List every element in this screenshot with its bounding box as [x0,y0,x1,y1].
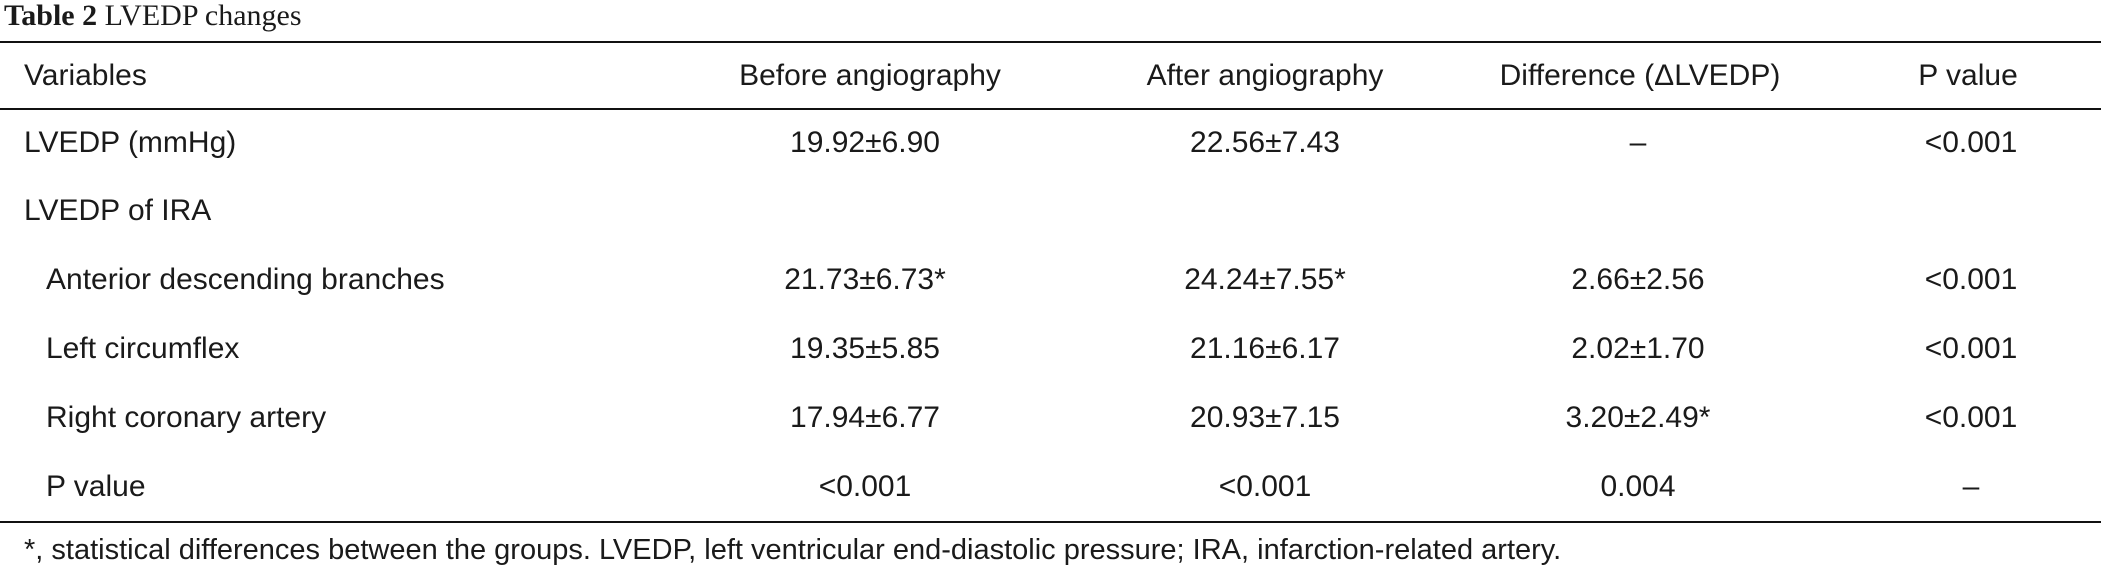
before-value: 21.73±6.73* [784,262,946,296]
table-caption: Table 2 LVEDP changes [4,0,302,36]
table-number: Table 2 [4,0,98,32]
row-label: P value [46,469,146,503]
table-row: Anterior descending branches 21.73±6.73*… [0,245,2101,314]
before-value [655,176,1085,245]
p-value: <0.001 [1924,262,2018,296]
difference-value: 3.20±2.49* [1565,400,1711,434]
top-rule [0,41,2101,43]
row-label: LVEDP of IRA [24,193,212,227]
after-value: <0.001 [1218,469,1312,503]
header-rule [0,108,2101,110]
before-value: 19.92±6.90 [790,125,940,159]
before-value: 19.35±5.85 [790,331,940,365]
table-row: Left circumflex 19.35±5.85 21.16±6.17 2.… [0,314,2101,383]
difference-value: – [1629,125,1647,159]
bottom-rule [0,521,2101,523]
after-value: 22.56±7.43 [1190,125,1340,159]
after-value: 24.24±7.55* [1184,262,1346,296]
table-row: Right coronary artery 17.94±6.77 20.93±7… [0,383,2101,452]
header-row: Variables Before angiography After angio… [0,43,2101,109]
data-table: Variables Before angiography After angio… [0,43,2101,521]
row-label: LVEDP (mmHg) [24,125,237,159]
before-value: <0.001 [818,469,912,503]
difference-value: 2.66±2.56 [1571,262,1705,296]
table-row: LVEDP of IRA [0,176,2101,245]
after-value: 21.16±6.17 [1190,331,1340,365]
p-value: <0.001 [1924,125,2018,159]
row-label: Right coronary artery [46,400,327,434]
after-value: 20.93±7.15 [1190,400,1340,434]
difference-value: 0.004 [1600,469,1676,503]
p-value: <0.001 [1924,400,2018,434]
table-row: LVEDP (mmHg) 19.92±6.90 22.56±7.43 – <0.… [0,109,2101,176]
before-value: 17.94±6.77 [790,400,940,434]
row-label: Left circumflex [46,331,240,365]
table-footnote: *, statistical differences between the g… [24,534,1562,566]
header-variables: Variables [24,59,147,92]
table-title: LVEDP changes [104,0,302,32]
p-value [1835,176,2101,245]
p-value: – [1962,469,1980,503]
header-difference: Difference (ΔLVEDP) [1499,59,1781,92]
row-label: Anterior descending branches [46,262,445,296]
table-row: P value <0.001 <0.001 0.004 – [0,452,2101,521]
difference-value [1445,176,1835,245]
difference-value: 2.02±1.70 [1571,331,1705,365]
header-before-angiography: Before angiography [739,59,1001,92]
header-p-value: P value [1918,59,2018,92]
after-value [1085,176,1445,245]
p-value: <0.001 [1924,331,2018,365]
header-after-angiography: After angiography [1146,59,1384,92]
